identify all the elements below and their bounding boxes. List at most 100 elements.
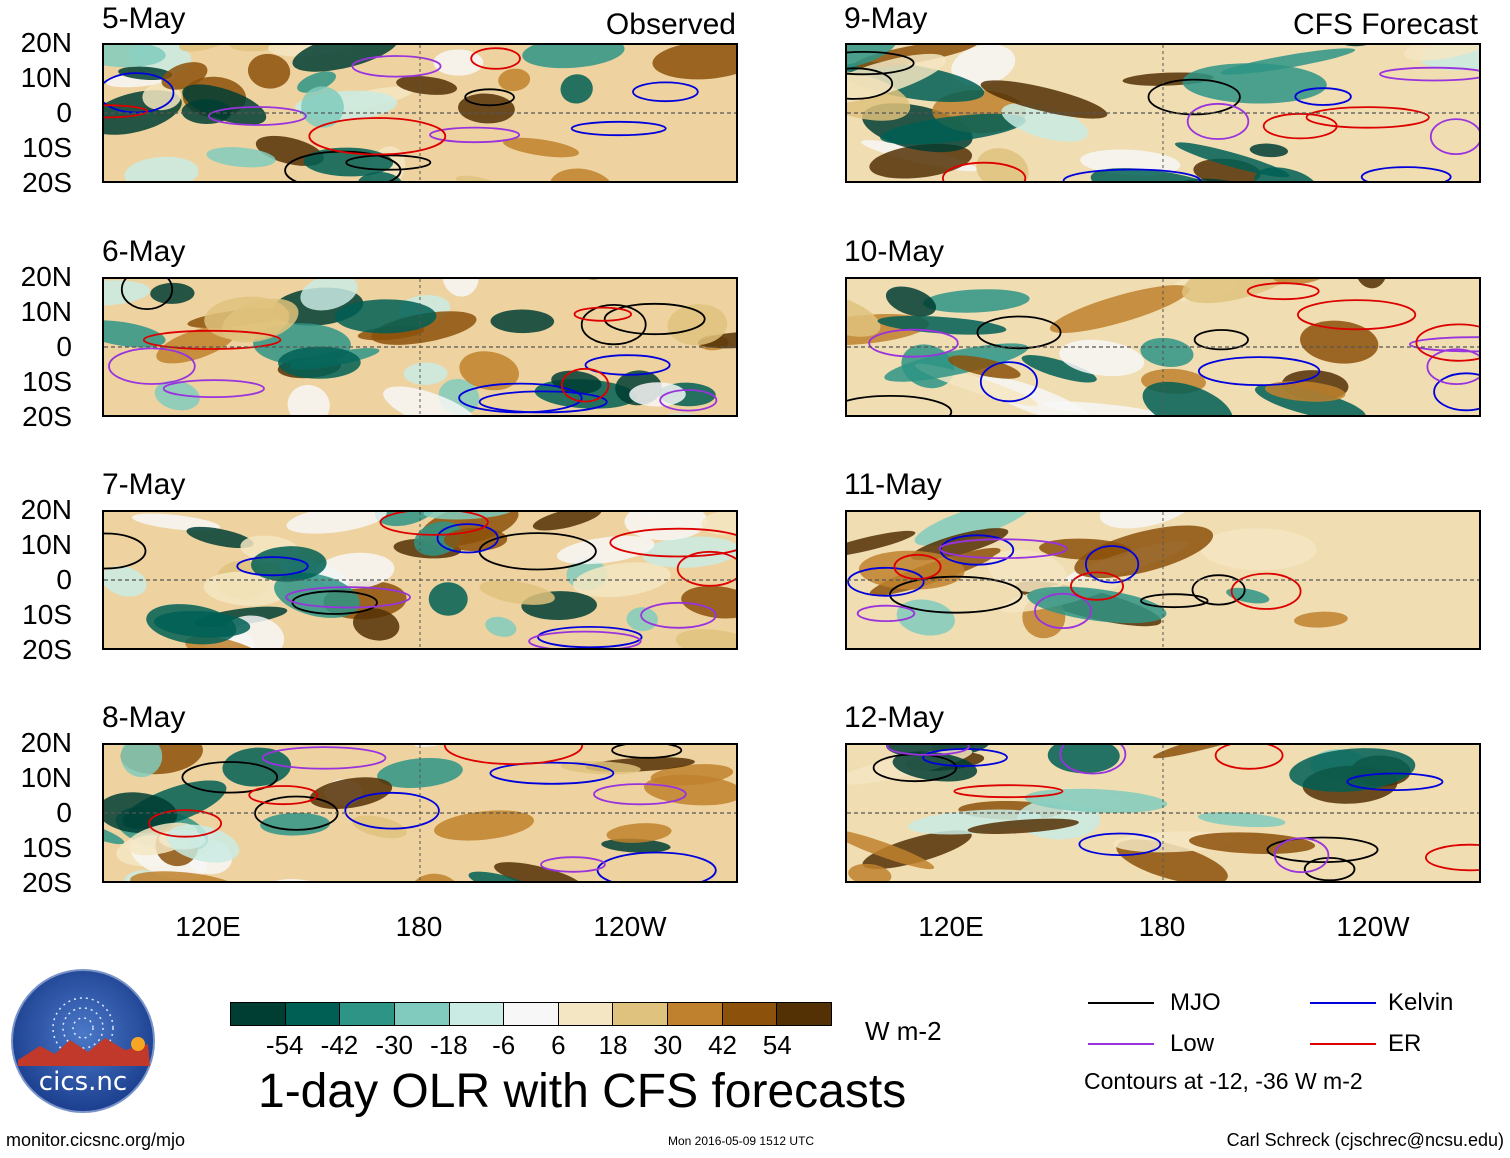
contour-kelvin [104,72,175,114]
contour-kelvin [1360,166,1452,181]
olr-panel-10-may [845,277,1481,417]
olr-anomaly-blob [847,530,916,558]
olr-anomaly-blob [848,863,892,881]
olr-anomaly-blob [186,526,254,549]
olr-anomaly-blob [433,49,484,76]
olr-anomaly-blob [948,355,1021,379]
contour-kelvin [596,851,717,881]
observed-title: Observed [605,8,736,41]
olr-anomaly-blob [606,823,672,843]
cics-logo: cics.nc [10,968,156,1114]
contour-low [1273,837,1330,874]
olr-anomaly-blob [459,351,520,391]
olr-map [104,279,736,415]
colorbar-tick-label: 42 [708,1030,737,1060]
olr-anomaly-blob [701,512,736,535]
olr-anomaly-blob [1174,142,1290,178]
olr-anomaly-blob [490,309,555,334]
contour-mjo [181,761,279,794]
colorbar-tick-label: -18 [430,1030,468,1060]
lon-tick-120w-right: 120W [1336,911,1410,942]
olr-anomaly-blob [222,747,291,787]
chart-title: 1-day OLR with CFS forecasts [258,1065,907,1118]
contour-er [1415,323,1479,362]
contour-low [429,126,521,144]
olr-anomaly-blob [1289,748,1416,792]
legend-mjo-line [1088,1002,1154,1004]
contour-er [443,745,584,765]
olr-anomaly-blob [104,45,166,68]
olr-anomaly-blob [522,45,625,69]
olr-panel-5-may [102,43,738,183]
colorbar-tick-label: 54 [762,1030,792,1060]
contour-low [856,604,916,623]
olr-anomaly-blob [892,751,978,782]
contour-er [893,553,942,580]
contour-kelvin [1085,545,1140,584]
olr-anomaly-blob [455,175,513,181]
footer-url[interactable]: monitor.cicsnc.org/mjo [6,1130,186,1150]
cfs-forecast-title: CFS Forecast [1292,8,1478,41]
contour-kelvin [1294,87,1352,106]
olr-anomaly-blob [377,757,463,788]
lat-tick-label: 10N [20,296,72,327]
contour-kelvin [489,761,615,785]
contour-mjo [847,395,953,415]
olr-anomaly-blob [1200,528,1317,571]
olr-map [104,512,736,648]
contour-kelvin [344,791,440,830]
cics-logo-graphic: cics.nc [11,969,155,1113]
olr-anomaly-blob [1074,525,1214,579]
contour-kelvin [1078,832,1162,857]
contour-er [560,367,610,403]
olr-anomaly-blob [601,838,671,853]
contour-kelvin [922,748,1008,767]
contour-mjo [1147,78,1241,116]
lat-tick-label: 10S [22,132,72,163]
contour-low [261,746,387,770]
colorbar-swatch [285,1003,341,1025]
olr-anomaly-blob [869,143,973,179]
olr-panel-11-may [845,510,1481,650]
olr-anomaly-blob [1182,279,1311,304]
olr-map [104,45,736,181]
contour-er [248,785,319,806]
olr-anomaly-blob [161,62,208,90]
olr-anomaly-blob [503,137,580,158]
contour-low [1429,118,1479,155]
contour-kelvin [632,81,699,103]
contour-mjo [120,279,174,310]
olr-anomaly-blob [142,82,182,111]
contour-low [1059,745,1127,775]
olr-anomaly-blob [951,45,1016,86]
footer-author: Carl Schreck (cjschrec@ncsu.edu) [1226,1130,1504,1150]
contour-er [1305,106,1430,129]
contour-mjo [1140,593,1209,609]
olr-anomaly-blob [204,296,290,341]
contour-kelvin [1433,372,1479,412]
contour-low [1034,592,1092,629]
olr-anomaly-blob [1152,745,1290,759]
olr-anomaly-blob [153,610,251,638]
olr-anomaly-blob [396,75,458,95]
olr-anomaly-blob [309,777,393,809]
lat-tick-label: 20N [20,27,72,58]
contour-mjo [345,154,432,171]
olr-anomaly-blob [1249,143,1289,158]
lat-tick-label: 20N [20,261,72,292]
olr-anomaly-blob [1420,45,1479,71]
legend-kelvin-line [1310,1002,1376,1004]
contour-low [640,601,717,629]
contour-kelvin [1346,772,1444,792]
olr-anomaly-blob [286,512,387,534]
olr-anomaly-blob [641,536,736,568]
olr-anomaly-blob [650,764,734,786]
contour-kelvin [847,566,925,597]
olr-anomaly-blob [247,53,291,89]
olr-anomaly-blob [1254,167,1318,181]
olr-anomaly-blob [300,279,358,311]
olr-anomaly-blob [1059,339,1145,377]
contour-mjo [847,67,894,100]
contour-low [886,745,970,756]
contour-mjo [603,302,706,336]
